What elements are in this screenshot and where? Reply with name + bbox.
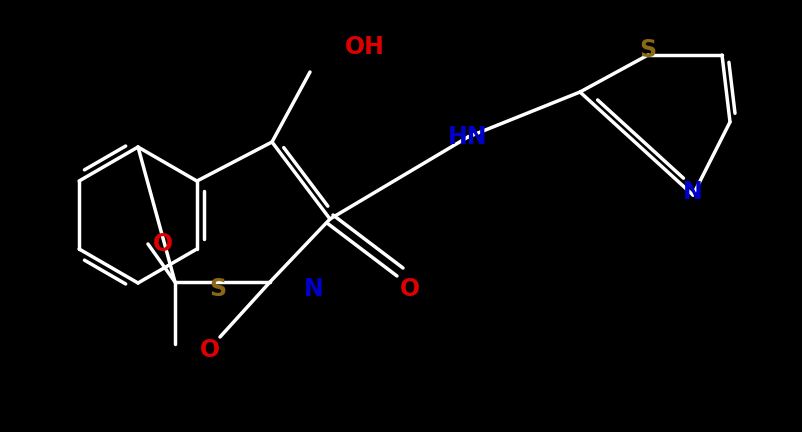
Text: S: S xyxy=(209,277,226,301)
Text: OH: OH xyxy=(345,35,385,59)
Text: S: S xyxy=(639,38,657,62)
Text: N: N xyxy=(683,180,703,204)
Text: N: N xyxy=(304,277,324,301)
Text: O: O xyxy=(200,338,220,362)
Text: O: O xyxy=(400,277,420,301)
Text: O: O xyxy=(153,232,173,256)
Text: HN: HN xyxy=(448,125,488,149)
